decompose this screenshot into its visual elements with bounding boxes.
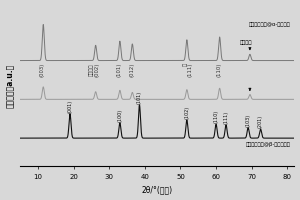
Text: (110): (110)	[214, 110, 219, 123]
Text: (101): (101)	[117, 63, 122, 77]
Text: (110): (110)	[216, 63, 221, 77]
Text: (101): (101)	[137, 91, 142, 104]
Text: (003): (003)	[40, 63, 45, 77]
Text: 碳纳米管: 碳纳米管	[89, 63, 94, 76]
Text: (103): (103)	[246, 114, 250, 127]
Text: (201): (201)	[258, 115, 263, 128]
Text: (002): (002)	[94, 63, 99, 77]
Text: (111): (111)	[224, 111, 229, 124]
Text: (100): (100)	[117, 109, 122, 122]
Text: 镍: 镍	[183, 63, 188, 66]
Text: 镀镍碳纳米管@α-氢氧化镍: 镀镍碳纳米管@α-氢氧化镍	[249, 22, 291, 27]
Text: (111): (111)	[188, 63, 193, 77]
Text: 镀镍碳纳米管@β-氢氧化钒镍: 镀镍碳纳米管@β-氢氧化钒镍	[246, 142, 291, 147]
X-axis label: 2θ/°(度度): 2θ/°(度度)	[142, 185, 173, 194]
Text: (012): (012)	[129, 63, 134, 77]
Text: (102): (102)	[184, 106, 189, 119]
Y-axis label: 相对强度（a.u.）: 相对强度（a.u.）	[6, 64, 15, 108]
Text: (001): (001)	[68, 100, 73, 113]
Text: 中间产物: 中间产物	[240, 40, 253, 45]
